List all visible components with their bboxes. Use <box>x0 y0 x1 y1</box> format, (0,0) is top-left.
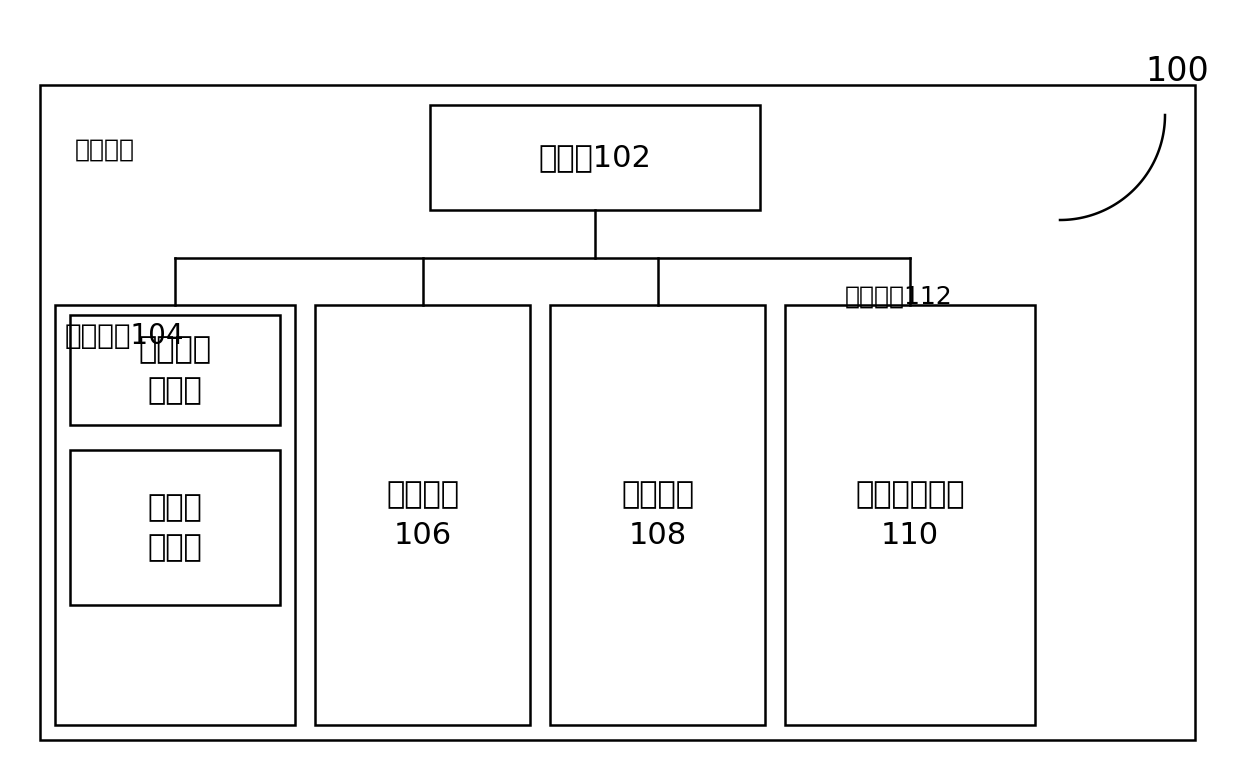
Text: 总线系统112: 总线系统112 <box>844 285 952 309</box>
Text: 非易失性
存储器: 非易失性 存储器 <box>139 335 212 405</box>
Text: 图像采集装置
110: 图像采集装置 110 <box>856 480 965 549</box>
Text: 存储装置104: 存储装置104 <box>64 322 185 350</box>
Bar <box>430 105 760 210</box>
Bar <box>69 450 280 605</box>
Bar <box>551 305 765 725</box>
Text: 易失性
存储器: 易失性 存储器 <box>148 493 202 563</box>
Text: 100: 100 <box>1145 55 1209 88</box>
Text: 处理器102: 处理器102 <box>538 143 651 172</box>
Text: 电子设备: 电子设备 <box>74 138 135 162</box>
Text: 输出装置
108: 输出装置 108 <box>621 480 694 549</box>
Bar <box>785 305 1035 725</box>
Bar <box>55 305 295 725</box>
Text: 输入装置
106: 输入装置 106 <box>386 480 459 549</box>
Bar <box>315 305 529 725</box>
Bar <box>69 315 280 425</box>
Bar <box>40 85 1195 740</box>
